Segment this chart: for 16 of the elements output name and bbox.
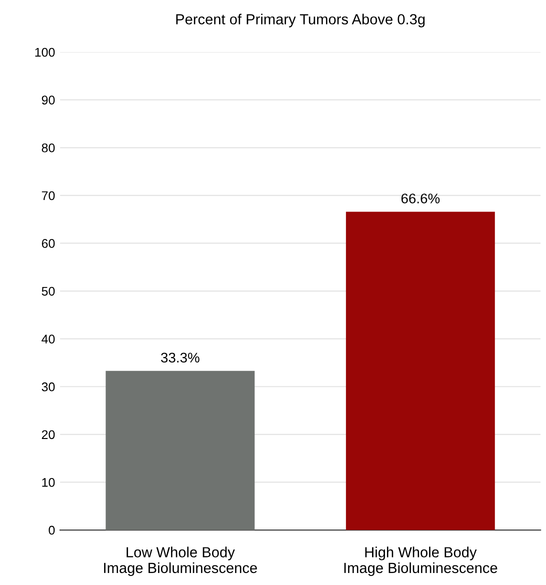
y-tick-label: 30 xyxy=(42,382,55,392)
y-tick-label: 10 xyxy=(42,478,55,487)
data-label: 66.6% xyxy=(401,194,440,204)
y-tick-label: 80 xyxy=(42,143,55,152)
chart-title: Percent of Primary Tumors Above 0.3g xyxy=(176,14,425,28)
y-tick-label: 70 xyxy=(42,191,55,200)
y-tick-label: 20 xyxy=(42,430,55,440)
y-tick-label: 90 xyxy=(42,96,55,105)
y-tick-label: 0 xyxy=(48,526,55,535)
x-tick-label: High Whole Body Image Bioluminescence xyxy=(344,546,498,576)
x-tick-label: Low Whole Body Image Bioluminescence xyxy=(104,546,257,576)
y-tick-label: 60 xyxy=(42,239,55,248)
data-label: 33.3% xyxy=(161,352,200,363)
y-tick-label: 50 xyxy=(42,286,55,296)
y-tick-label: 100 xyxy=(35,48,55,57)
y-tick-label: 40 xyxy=(42,334,55,344)
